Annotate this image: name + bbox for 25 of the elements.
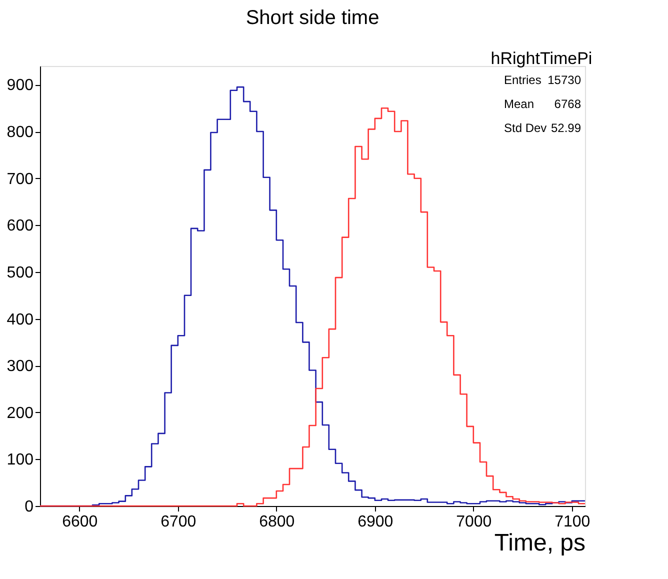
y-tick-label: 300 <box>6 358 34 376</box>
annotation: 6768 <box>554 97 582 111</box>
annotation: Mean <box>504 97 534 111</box>
annotation: 52.99 <box>550 121 582 135</box>
annotation: hRightTimePi <box>490 49 592 68</box>
x-tick-label: 6900 <box>358 514 394 530</box>
y-tick-label: 600 <box>6 218 34 235</box>
y-tick-label: 800 <box>6 124 34 142</box>
x-tick-label: 6600 <box>62 514 98 530</box>
chart-title: Short side time <box>246 7 380 29</box>
annotation: Entries <box>504 73 542 87</box>
y-tick-label: 700 <box>6 170 34 188</box>
x-tick-label: 7100 <box>554 514 590 530</box>
y-tick-label: 0 <box>24 498 34 516</box>
y-tick-label: 500 <box>6 264 34 282</box>
x-tick-label: 6800 <box>259 514 295 530</box>
x-tick-label: 6700 <box>160 514 196 530</box>
annotation: Std Dev <box>504 121 547 135</box>
x-tick-label: 7000 <box>456 514 492 530</box>
y-tick-label: 200 <box>6 404 34 422</box>
y-tick-label: 400 <box>6 311 34 328</box>
y-tick-label: 100 <box>6 452 34 469</box>
annotation: 15730 <box>548 73 582 87</box>
x-axis-title: Time, ps <box>494 530 586 556</box>
y-tick-label: 900 <box>6 77 34 94</box>
